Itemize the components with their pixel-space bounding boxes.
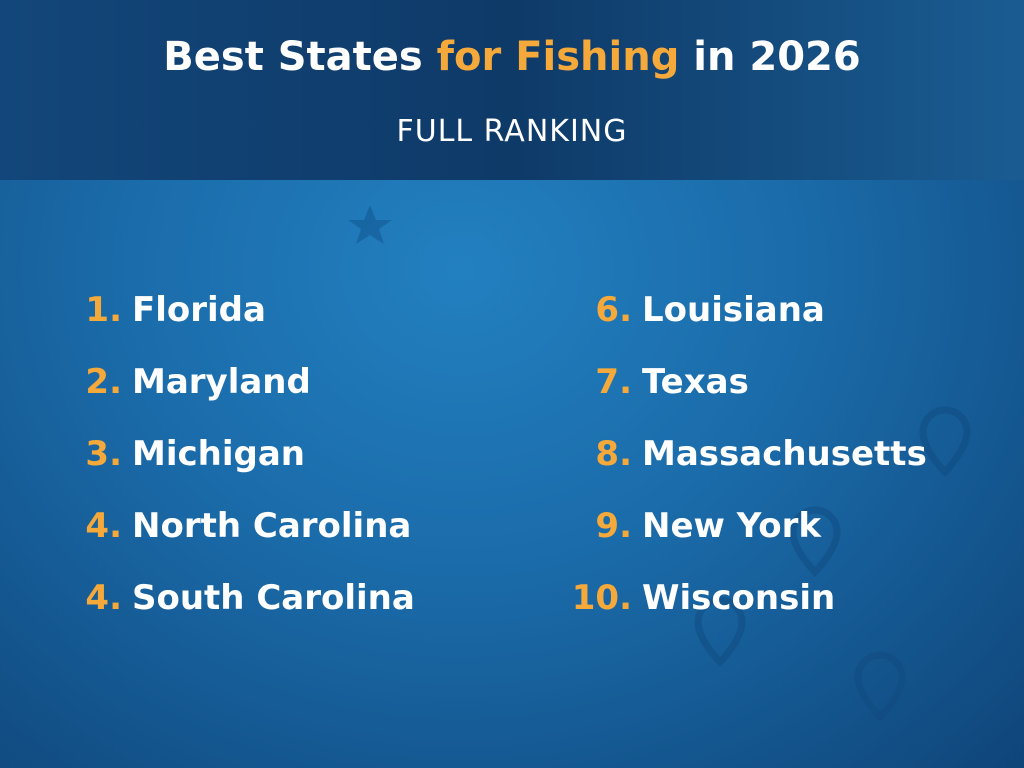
state-name: Louisiana xyxy=(642,290,825,330)
state-name: Michigan xyxy=(132,434,305,474)
ranking-row: 3. Michigan xyxy=(0,434,1024,478)
title-highlight: for Fishing xyxy=(436,34,680,80)
ranking-row: 1. Florida xyxy=(0,290,1024,334)
ranking-row: 9. New York xyxy=(0,506,1024,550)
rank-number: 3. xyxy=(85,434,122,474)
ranking-row: 6. Louisiana xyxy=(0,290,1024,334)
state-name: Texas xyxy=(642,362,749,402)
rank-number: 2. xyxy=(85,362,122,402)
state-name: Maryland xyxy=(132,362,311,402)
state-name: South Carolina xyxy=(132,578,415,618)
rank-number: 9. xyxy=(595,506,632,546)
state-name: Massachusetts xyxy=(642,434,927,474)
ranking-row: 7. Texas xyxy=(0,362,1024,406)
ranking-row: 8. Massachusetts xyxy=(0,434,1024,478)
rank-number: 10. xyxy=(571,578,632,618)
rank-number: 1. xyxy=(85,290,122,330)
state-name: Florida xyxy=(132,290,266,330)
header xyxy=(0,0,1024,180)
rank-number: 8. xyxy=(595,434,632,474)
ranking-row: 4. North Carolina xyxy=(0,506,1024,550)
state-name: North Carolina xyxy=(132,506,412,546)
rank-number: 4. xyxy=(85,506,122,546)
rank-number: 4. xyxy=(85,578,122,618)
subtitle: FULL RANKING xyxy=(396,114,628,149)
state-name: Wisconsin xyxy=(642,578,836,618)
state-name: New York xyxy=(642,506,821,546)
title: Best States for Fishing in 2026 xyxy=(0,34,1024,80)
ranking-row: 4. South Carolina xyxy=(0,578,1024,622)
ranking-row: 10. Wisconsin xyxy=(0,578,1024,622)
title-part: in 2026 xyxy=(693,34,861,80)
rank-number: 6. xyxy=(595,290,632,330)
ranking-row: 2. Maryland xyxy=(0,362,1024,406)
title-part: Best States xyxy=(163,34,423,80)
rank-number: 7. xyxy=(595,362,632,402)
